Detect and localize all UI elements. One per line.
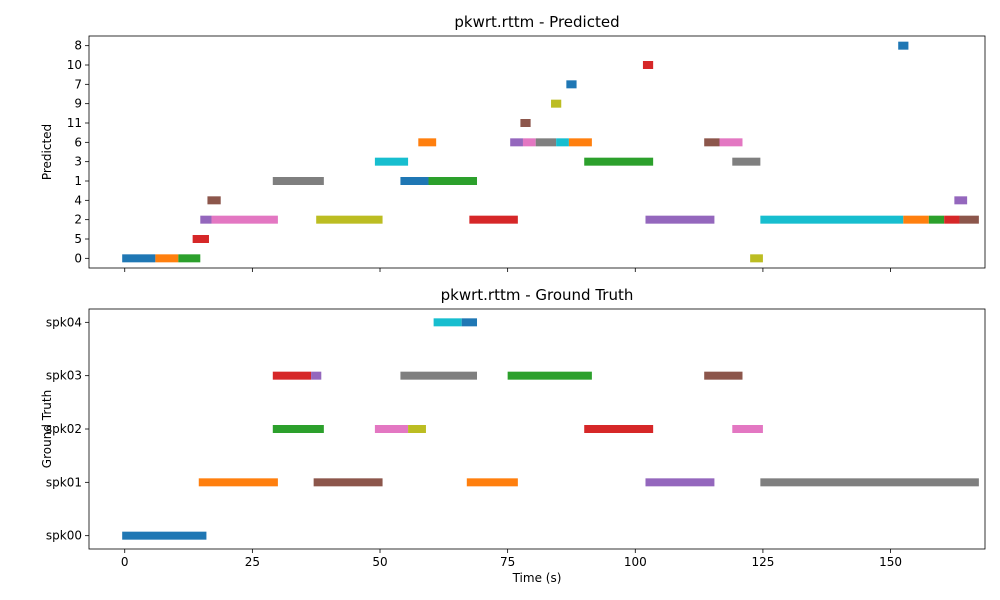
chart-title: pkwrt.rttm - Ground Truth [441,286,634,304]
segment-bar [732,157,761,166]
segment-bar [551,99,562,108]
y-tick-label: 10 [67,58,82,72]
segment-bar [732,425,763,433]
segment-bar [466,478,518,487]
segment-bar [433,318,462,327]
chart-title: pkwrt.rttm - Predicted [454,13,619,31]
segment-bar [645,215,715,224]
x-tick-label: 25 [245,555,260,569]
y-tick-label: spk04 [46,315,82,329]
segment-bar [535,138,557,147]
y-tick-label: spk03 [46,369,82,383]
segment-bar [374,425,409,433]
segment-bar [400,177,429,185]
y-tick-label: 0 [74,251,82,265]
segment-bar [898,41,909,50]
segment-bar [584,157,654,166]
segment-bar [510,138,523,147]
segment-bar [400,371,478,380]
segment-bar [313,478,383,487]
x-axis-label: Time (s) [512,571,562,585]
y-axis-label: Predicted [40,124,54,180]
y-tick-label: spk02 [46,422,82,436]
chart-ground-truth: pkwrt.rttm - Ground Truth spk00 spk01 spk02… [40,286,986,585]
plot-frame [88,35,986,269]
segment-bar [566,80,577,89]
segment-bar [272,371,312,380]
segment-bar [522,138,536,147]
segment-bar [316,215,383,224]
segment-bar [469,215,518,224]
segment-bar [192,235,209,243]
y-tick-label: spk01 [46,475,82,489]
segment-bar [211,215,278,224]
segment-bar [272,425,324,433]
segment-bar [408,425,426,433]
y-tick-label: 7 [74,77,82,91]
y-tick-label: 6 [74,135,82,149]
x-tick-label: 0 [121,555,129,569]
segment-bar [374,157,409,166]
segment-bar [200,215,212,224]
segment-bar [704,138,720,147]
x-tick-label: 75 [500,555,515,569]
segment-bar [760,478,979,487]
segment-bar [903,215,929,224]
segment-bar [207,196,221,205]
segment-bar [155,254,179,263]
segment-bar [461,318,478,327]
y-tick-label: 2 [74,213,82,227]
y-tick-label: 4 [74,193,82,207]
segment-bar [928,215,945,224]
segment-bar [954,196,968,205]
segment-bar [642,61,654,69]
segment-bar [122,531,207,540]
segment-bar [750,254,763,263]
segment-bar [507,371,592,380]
segment-bar [272,177,324,185]
segment-bar [178,254,201,263]
x-tick-label: 150 [879,555,902,569]
y-tick-label: 1 [74,174,82,188]
plot-frame [88,308,986,550]
segment-bar [122,254,156,263]
segment-bar [311,371,322,380]
y-tick-label: 9 [74,97,82,111]
y-axis-label: Ground Truth [40,390,54,468]
y-tick-label: 5 [74,232,82,246]
y-tick-label: 8 [74,39,82,53]
x-tick-label: 100 [624,555,647,569]
segment-bar [568,138,592,147]
x-tick-label: 125 [751,555,774,569]
segment-bar [704,371,743,380]
y-tick-label: spk00 [46,529,82,543]
segment-bar [520,119,531,127]
x-tick-label: 50 [372,555,387,569]
segment-bar [645,478,715,487]
segment-bar [428,177,478,185]
segment-bar [584,425,654,433]
segment-bar [418,138,437,147]
chart-predicted: pkwrt.rttm - Predicted 0 5 2 4 1 3 6 11 9 7 10 8 Pred… [40,13,986,272]
segment-bar [198,478,278,487]
segment-bar [959,215,979,224]
segment-bar [719,138,743,147]
y-tick-label: 3 [74,155,82,169]
segment-bar [760,215,904,224]
y-tick-label: 11 [67,116,82,130]
segment-bar [944,215,960,224]
segment-bar [556,138,569,147]
